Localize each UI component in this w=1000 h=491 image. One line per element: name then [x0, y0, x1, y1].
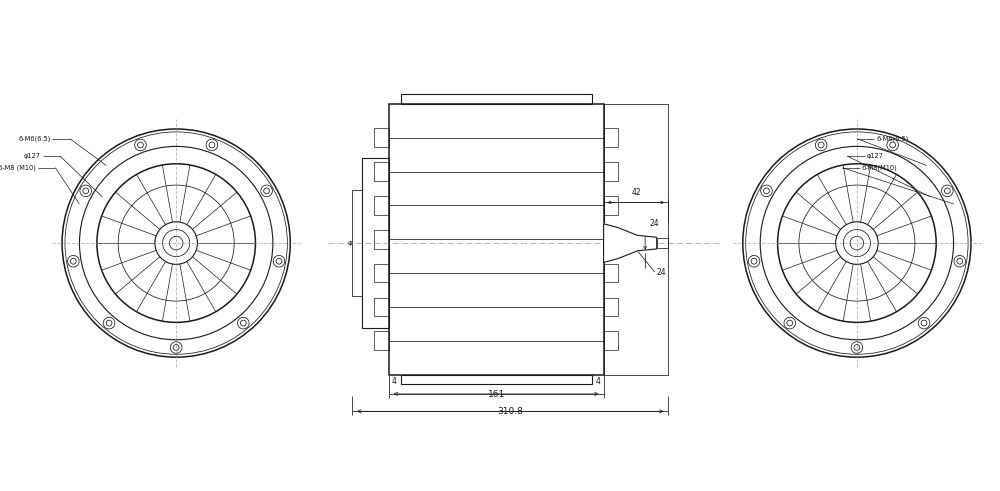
Text: 6-M6(6.5): 6-M6(6.5): [18, 136, 50, 142]
Bar: [604, 104, 668, 375]
Bar: [401, 94, 592, 104]
Bar: [389, 104, 604, 375]
Text: 6-M8 (M10): 6-M8 (M10): [0, 164, 36, 171]
Text: 42: 42: [631, 188, 641, 197]
Bar: [374, 264, 389, 282]
Bar: [374, 230, 389, 248]
Text: 6-M6(6.5): 6-M6(6.5): [876, 136, 909, 142]
Text: φ127: φ127: [867, 153, 884, 159]
Text: φ127: φ127: [24, 153, 41, 159]
Bar: [657, 238, 668, 248]
Text: φ: φ: [348, 240, 352, 246]
Bar: [604, 331, 618, 350]
Bar: [401, 375, 592, 384]
Text: 6-M8(M10): 6-M8(M10): [862, 164, 897, 171]
Text: 4: 4: [596, 378, 601, 386]
Bar: [374, 298, 389, 316]
Bar: [604, 264, 618, 282]
Bar: [362, 158, 389, 328]
Bar: [604, 230, 618, 248]
Text: 161: 161: [488, 390, 505, 399]
Bar: [352, 190, 362, 296]
Text: 4: 4: [392, 378, 397, 386]
Bar: [604, 162, 618, 181]
Bar: [374, 162, 389, 181]
Bar: [374, 196, 389, 215]
Text: 24: 24: [657, 268, 666, 276]
Text: 310.8: 310.8: [497, 407, 523, 416]
Bar: [604, 196, 618, 215]
Bar: [604, 298, 618, 316]
Bar: [374, 128, 389, 147]
Polygon shape: [604, 224, 657, 262]
Text: 24: 24: [649, 219, 659, 228]
Bar: [604, 128, 618, 147]
Bar: [374, 331, 389, 350]
